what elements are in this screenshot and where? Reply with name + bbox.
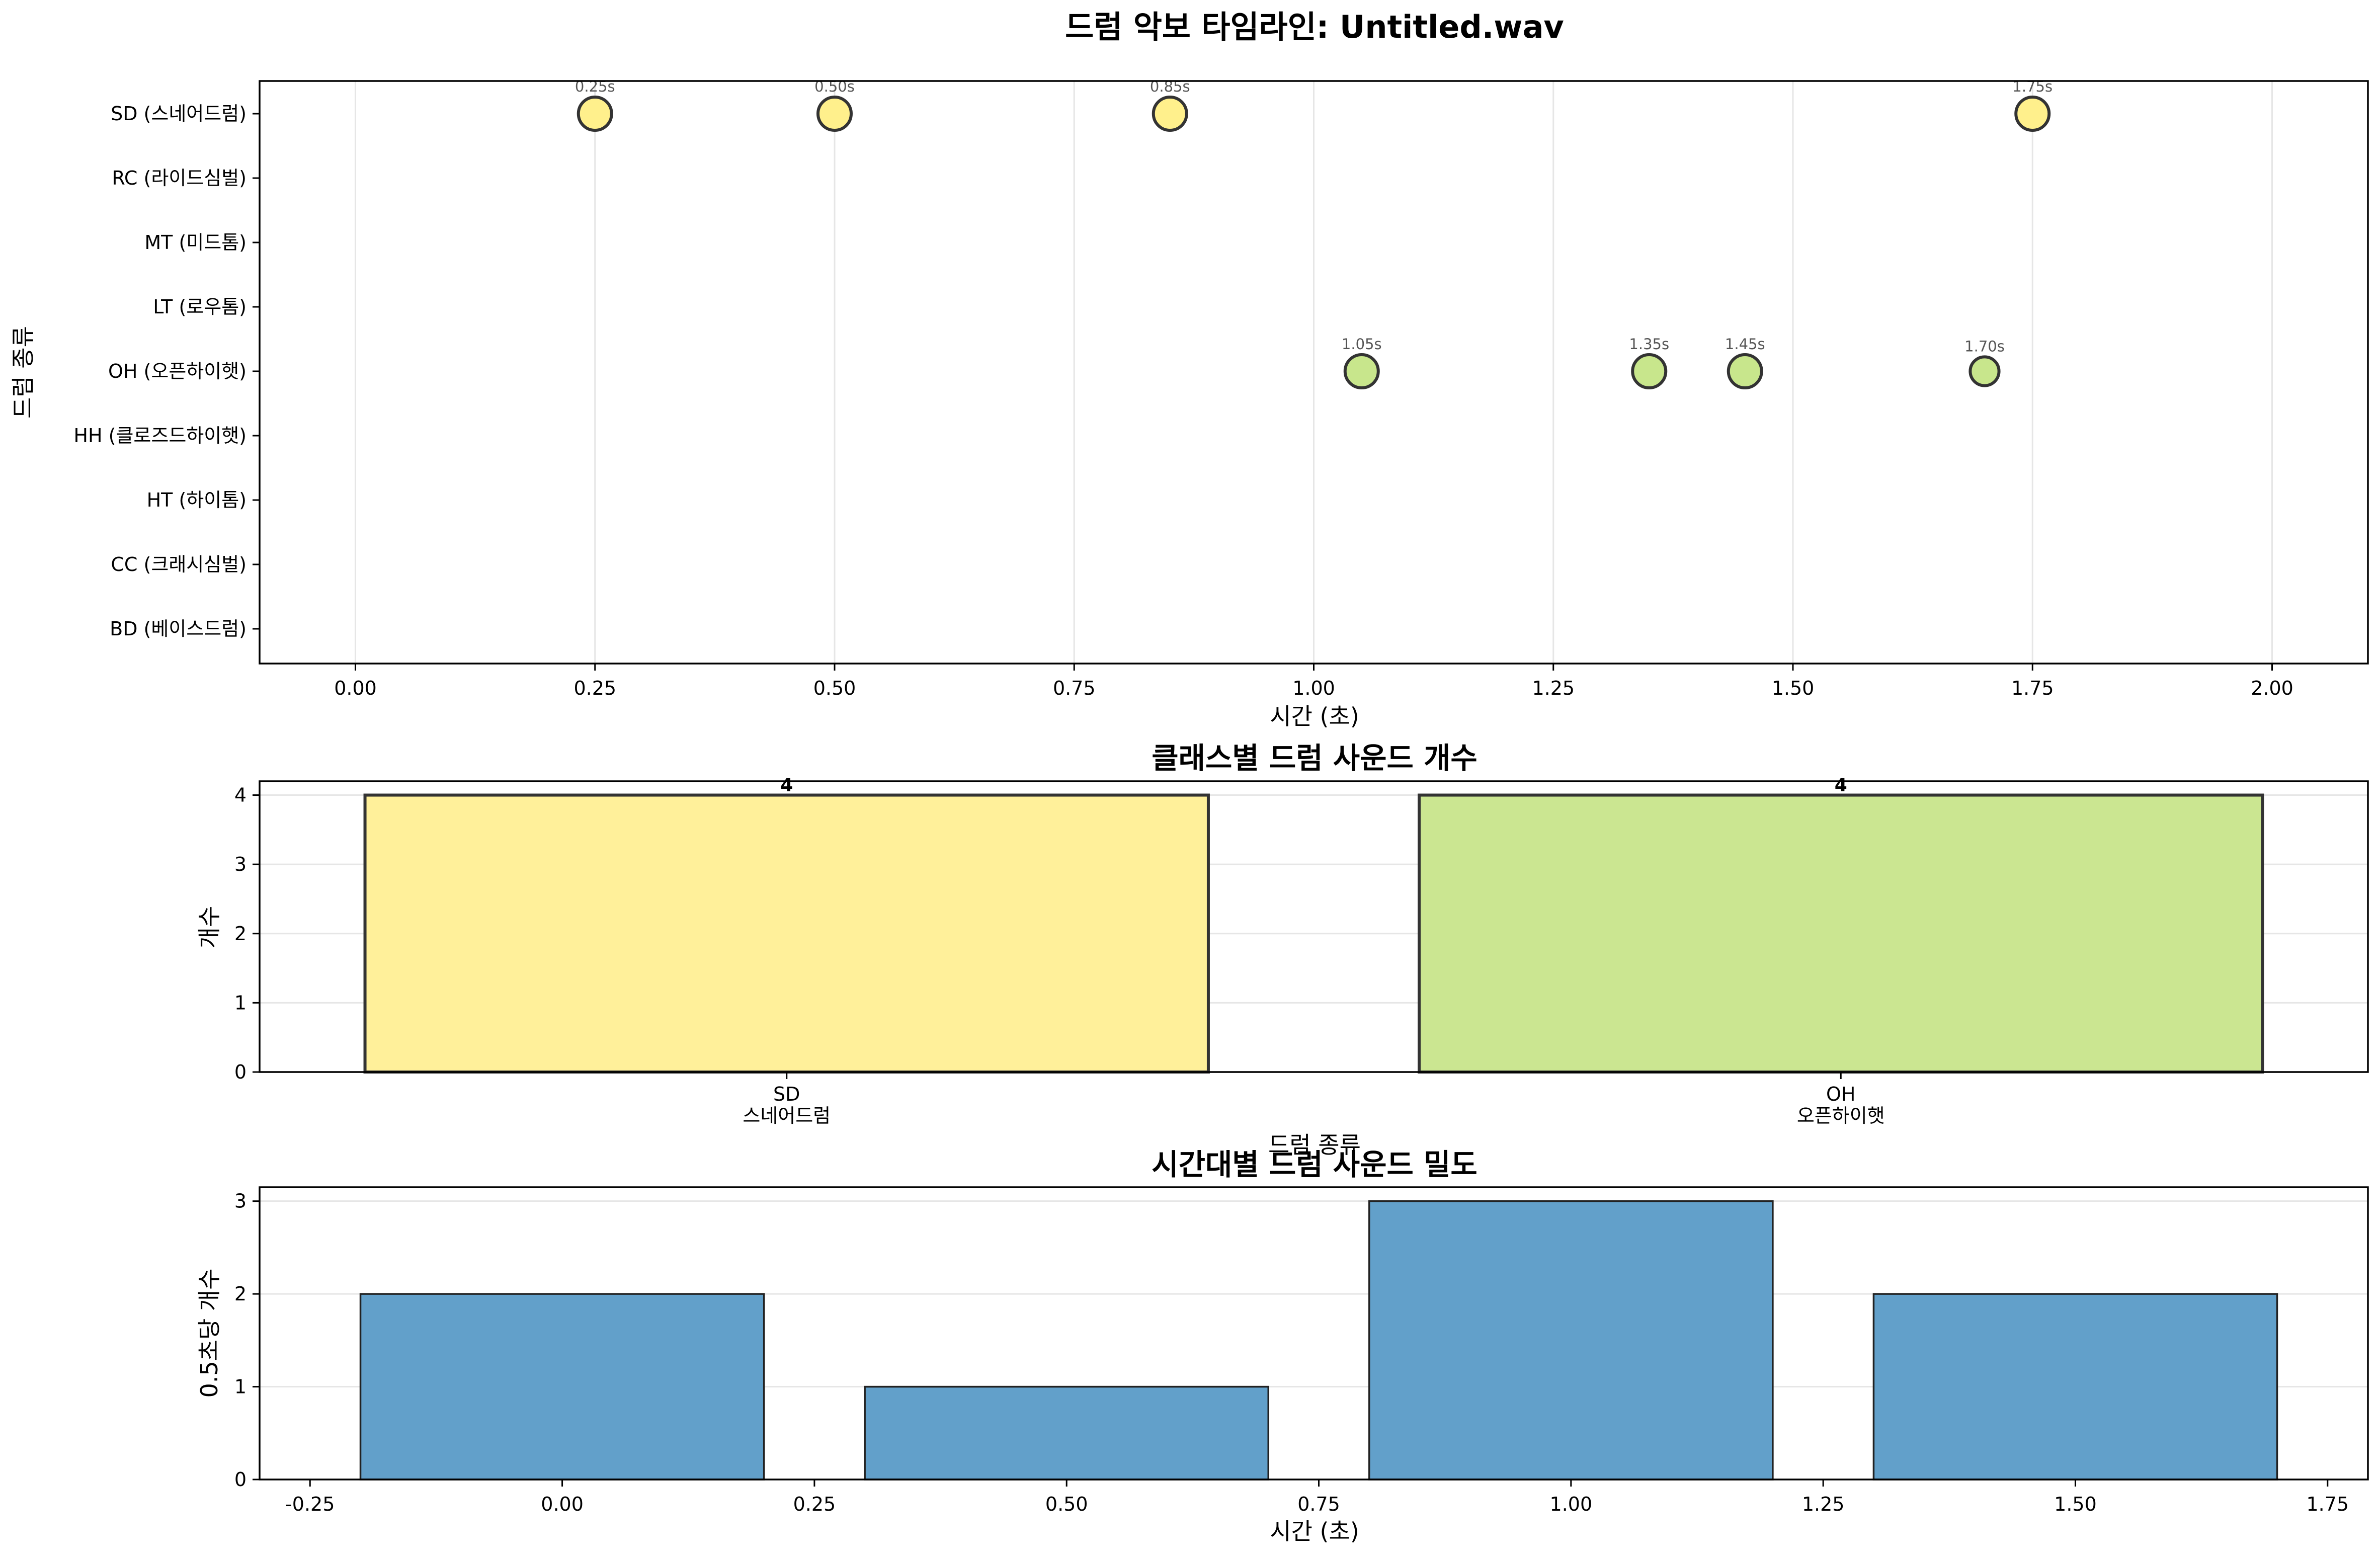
class-count-bar-value: 4	[780, 775, 793, 796]
class-count-chart-title: 클래스별 드럼 사운드 개수	[1152, 741, 1478, 775]
density-y-axis-title: 0.5초당 개수	[196, 1268, 223, 1398]
density-x-tick-label: 0.25	[793, 1493, 836, 1515]
class-count-y-tick-label: 1	[234, 992, 247, 1014]
timeline-point	[816, 96, 853, 132]
density-x-tick-label: 1.75	[2306, 1493, 2349, 1515]
timeline-x-tick-label: 0.50	[813, 677, 856, 699]
timeline-x-tick-label: 1.75	[2011, 677, 2054, 699]
timeline-x-tick-label: 0.00	[334, 677, 377, 699]
density-y-tick-label: 1	[234, 1376, 247, 1398]
density-bar	[1872, 1293, 2278, 1481]
timeline-x-tick-label: 1.25	[1532, 677, 1575, 699]
timeline-point	[1727, 353, 1763, 389]
timeline-point-label: 1.35s	[1629, 336, 1669, 353]
density-bar	[864, 1385, 1270, 1481]
class-count-x-tick-label-code: SD	[773, 1083, 800, 1105]
timeline-y-tick-label: HH (클로즈드하이햇)	[73, 425, 247, 447]
class-count-y-axis-title: 개수	[196, 906, 223, 949]
class-count-y-tick-label: 2	[234, 923, 247, 945]
density-y-tick-label: 2	[234, 1283, 247, 1305]
class-count-y-tick-label: 0	[234, 1061, 247, 1083]
density-x-tick-label: 1.25	[1802, 1493, 1845, 1515]
timeline-y-tick-label: BD (베이스드럼)	[110, 618, 247, 640]
class-count-x-tick-label-name: 오픈하이햇	[1797, 1105, 1885, 1127]
class-count-bar	[363, 793, 1210, 1074]
timeline-point-label: 1.05s	[1342, 336, 1382, 353]
timeline-point	[1968, 355, 2001, 387]
density-bar-chart: -0.25 0.00 0.25 0.50 0.75 1.00 1.25 1.50 1.75 0 1…	[196, 1147, 2369, 1545]
timeline-x-tick-label: 2.00	[2251, 677, 2293, 699]
timeline-y-tick-label: SD (스네어드럼)	[111, 103, 247, 125]
class-count-x-tick-label-name: 스네어드럼	[743, 1105, 831, 1127]
class-count-x-axis-title: 드럼 종류	[1268, 1131, 1361, 1159]
density-x-tick-label: 0.75	[1297, 1493, 1340, 1515]
timeline-y-tick-label: CC (크래시심벌)	[111, 553, 247, 576]
class-count-bar	[1418, 793, 2264, 1074]
timeline-y-tick-label: OH (오픈하이햇)	[108, 360, 247, 382]
density-x-tick-label: 1.50	[2054, 1493, 2097, 1515]
timeline-point	[2014, 96, 2051, 132]
page-title: 드럼 악보 타임라인: Untitled.wav	[1065, 9, 1564, 45]
timeline-point-label: 1.70s	[1964, 338, 2005, 355]
timeline-point	[577, 96, 613, 132]
density-bar	[1368, 1200, 1774, 1481]
timeline-y-tick-label: RC (라이드심벌)	[112, 167, 247, 189]
density-x-tick-label: 0.50	[1045, 1493, 1088, 1515]
density-bar	[359, 1293, 765, 1481]
density-x-tick-label: 1.00	[1550, 1493, 1593, 1515]
timeline-y-tick-label: LT (로우톰)	[153, 296, 247, 318]
density-y-tick-label: 0	[234, 1468, 247, 1491]
class-count-y-tick-label: 3	[234, 853, 247, 875]
timeline-x-tick-label: 0.25	[573, 677, 616, 699]
timeline-x-tick-label: 1.00	[1292, 677, 1335, 699]
timeline-x-tick-label: 0.75	[1053, 677, 1096, 699]
timeline-x-tick-label: 1.50	[1772, 677, 1815, 699]
timeline-point	[1631, 353, 1668, 389]
density-y-tick-label: 3	[234, 1190, 247, 1212]
class-count-x-tick-label-code: OH	[1826, 1083, 1855, 1105]
density-x-tick-label: 0.00	[541, 1493, 584, 1515]
timeline-y-tick-label: MT (미드톰)	[144, 231, 247, 254]
timeline-point	[1152, 96, 1188, 132]
class-count-bar-value: 4	[1835, 775, 1847, 796]
timeline-y-axis-title: 드럼 종류	[10, 326, 37, 419]
density-x-tick-label: -0.25	[285, 1493, 335, 1515]
timeline-y-tick-label: HT (하이톰)	[147, 489, 247, 511]
class-count-y-tick-label: 4	[234, 784, 247, 806]
timeline-x-axis-title: 시간 (초)	[1270, 703, 1359, 730]
timeline-point-label: 1.45s	[1725, 336, 1765, 353]
density-x-axis-title: 시간 (초)	[1270, 1518, 1359, 1545]
density-chart-title: 시간대별 드럼 사운드 밀도	[1152, 1147, 1478, 1182]
timeline-point	[1343, 353, 1380, 389]
